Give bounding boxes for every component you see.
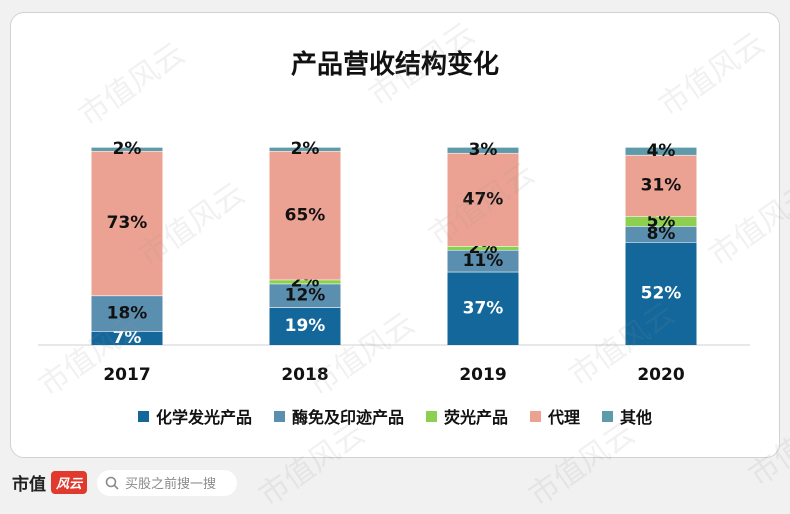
data-label: 4% [647,141,676,161]
bar-segment [625,216,697,227]
bar-segment [447,147,519,153]
bar-segment [625,154,697,217]
legend-label: 代理 [548,408,581,427]
legend-label: 荧光产品 [443,408,508,427]
data-label: 65% [285,205,326,225]
x-tick-label: 2020 [637,365,684,385]
bar-segment [269,307,341,345]
data-label: 3% [469,140,498,160]
brand-logo[interactable]: 市值 风云 [12,470,88,495]
stacked-bar-chart: 7%18%73%2%201719%12%2%65%2%201837%11%2%4… [38,139,750,385]
brand-text: 市值 [12,475,46,495]
legend-item: 其他 [602,404,652,428]
bar-segment [625,226,697,243]
legend-swatch [425,410,437,422]
legend-item: 荧光产品 [425,404,508,428]
legend-item: 代理 [530,404,580,428]
data-label: 2% [113,139,142,159]
data-label: 8% [647,224,676,244]
data-label: 11% [463,251,504,271]
data-label: 31% [641,176,682,196]
data-label: 47% [463,189,504,209]
x-tick-label: 2017 [103,365,150,385]
bar-segment [91,295,163,332]
bar-segment [447,152,519,246]
data-label: 12% [285,286,326,306]
legend-label: 其他 [620,408,653,427]
legend-label: 化学发光产品 [155,408,252,427]
search-placeholder: 买股之前搜一搜 [125,477,217,492]
legend-item: 化学发光产品 [137,404,252,428]
legend-swatch [530,410,541,422]
legend-label: 酶免及印迹产品 [291,408,404,427]
bar-segment [269,147,341,151]
chart-legend: 化学发光产品 酶免及印迹产品 荧光产品 代理 其他 [0,404,790,428]
data-label: 7% [113,328,142,348]
bar-segment [91,150,163,296]
bar-segment [269,150,341,280]
data-label: 18% [107,303,148,323]
legend-swatch [602,410,614,422]
chart-title: 产品营收结构变化 [290,50,499,80]
data-label: 73% [107,213,148,233]
bar-segment [625,242,697,345]
bar-segment [269,279,341,284]
x-tick-label: 2019 [459,365,506,385]
bar-segment [447,246,519,250]
footer-bar: 市值 风云 买股之前搜一搜 [0,462,790,503]
legend-swatch [273,410,285,422]
legend-swatch [137,410,149,422]
brand-mark: 风云 [51,471,88,494]
bar-segment [91,147,163,151]
data-label: 37% [463,298,504,318]
data-label: 19% [285,316,326,336]
data-label: 52% [641,284,682,304]
search-box[interactable]: 买股之前搜一搜 [97,469,238,496]
bar-segment [625,147,697,155]
bar-segment [91,331,163,345]
legend-item: 酶免及印迹产品 [273,404,404,428]
bar-segment [269,283,341,308]
bar-segment [447,271,519,345]
data-label: 2% [291,139,320,159]
x-tick-label: 2018 [281,365,328,385]
bar-segment [447,249,519,272]
search-icon [105,476,119,490]
